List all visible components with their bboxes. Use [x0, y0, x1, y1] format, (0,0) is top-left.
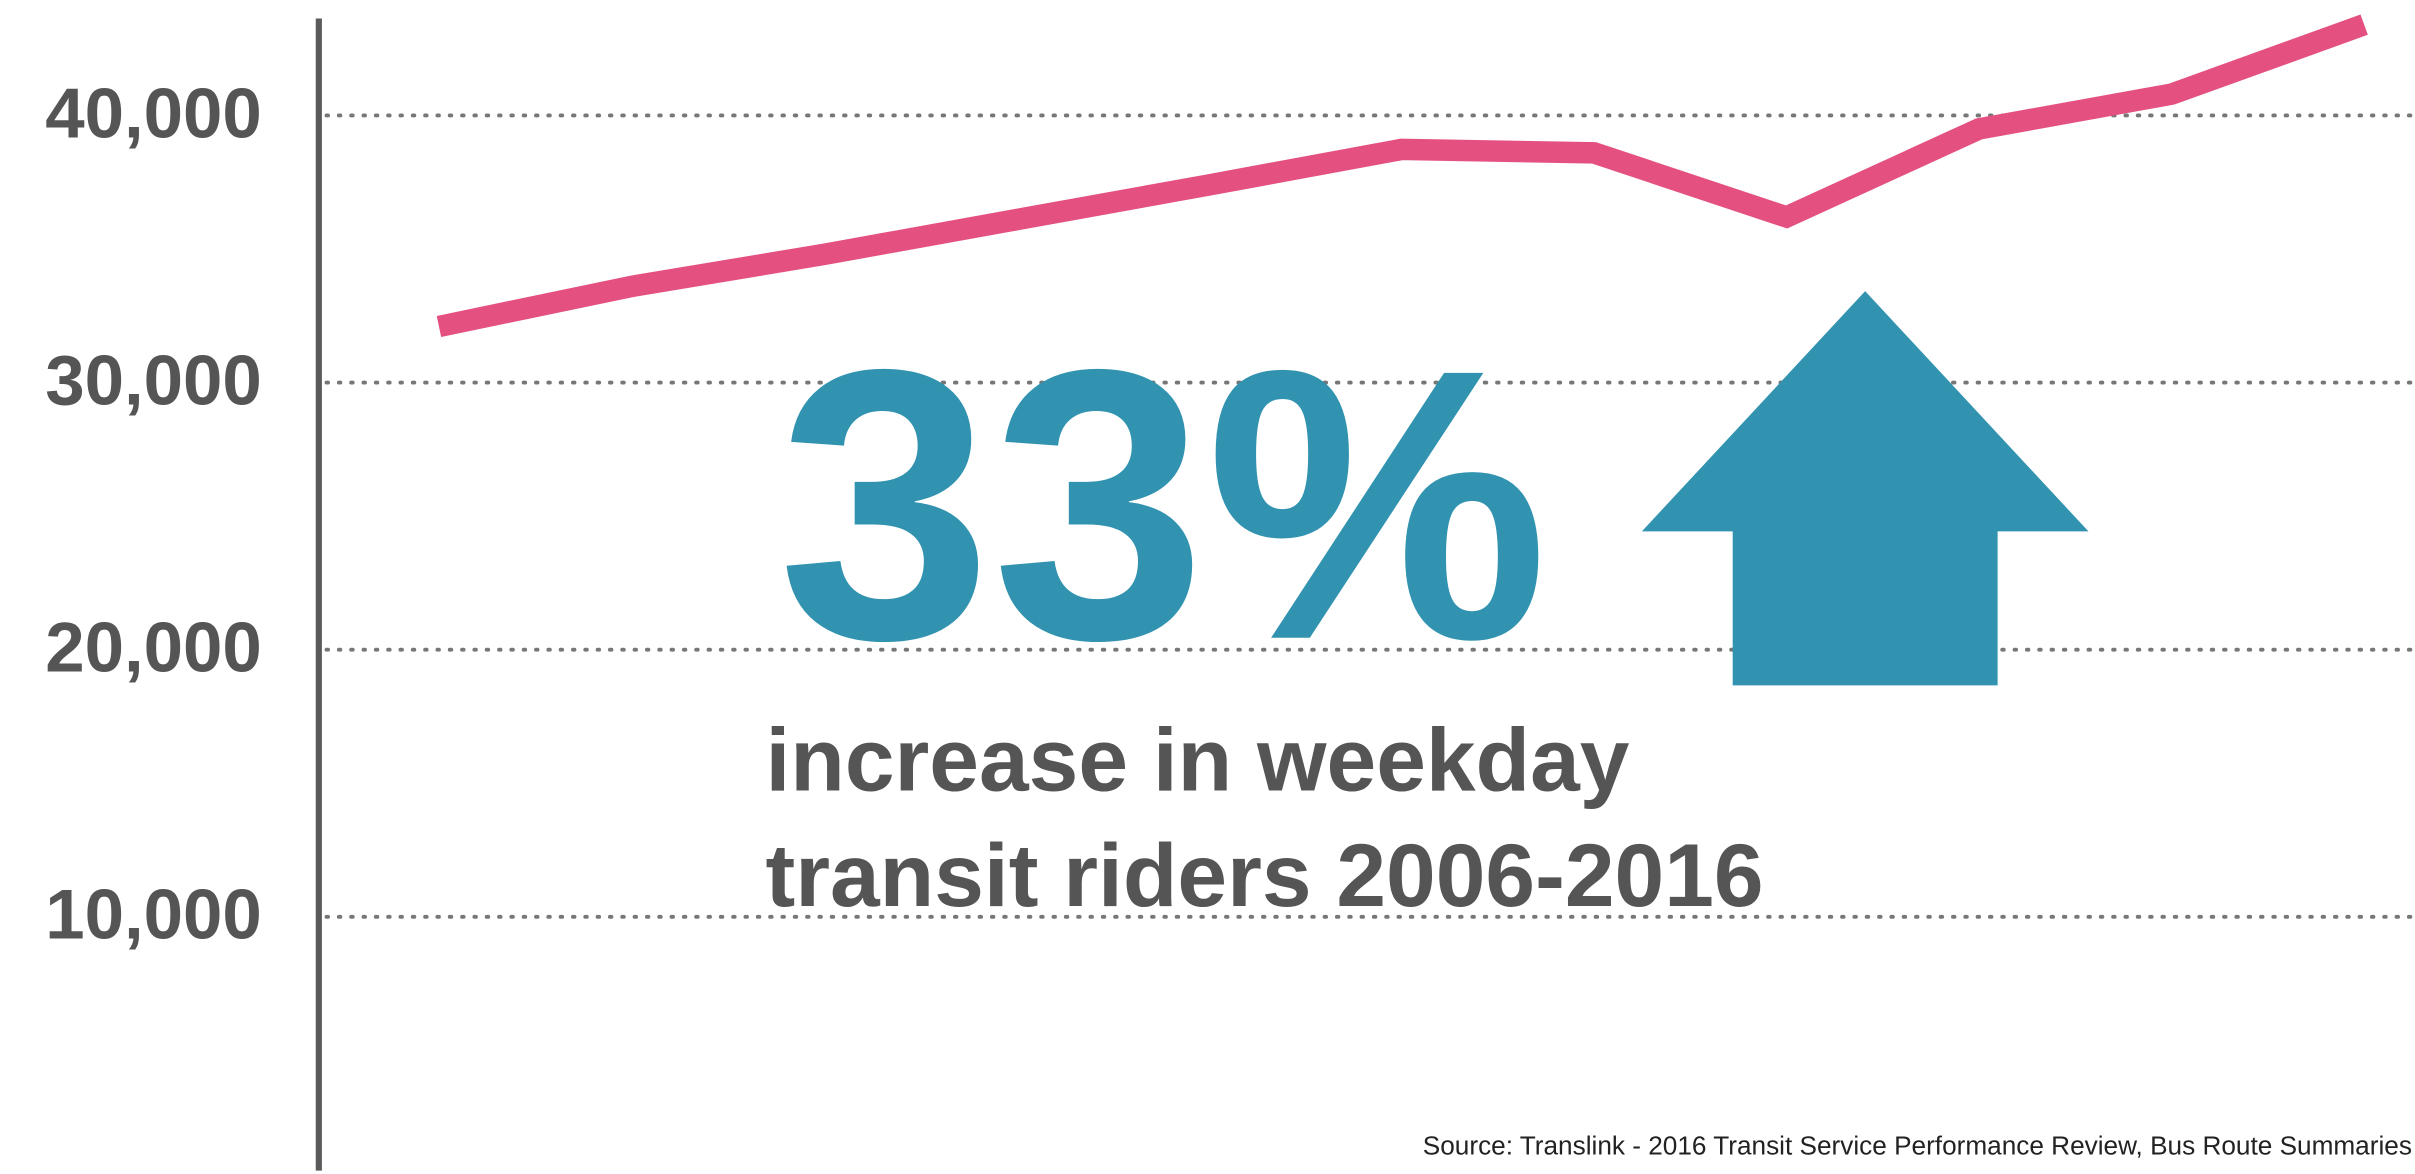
y-tick-label: 30,000: [45, 341, 262, 420]
y-tick-label: 20,000: [45, 609, 262, 688]
y-tick-label: 10,000: [45, 876, 262, 955]
up-arrow: [1641, 291, 2089, 686]
headline: 33%: [778, 289, 1549, 720]
annotation-line: transit riders 2006-2016: [765, 825, 1763, 925]
source: Source: Translink - 2016 Transit Service…: [1423, 1130, 2412, 1160]
y-tick-label: 40,000: [45, 74, 262, 153]
line: [436, 14, 2368, 338]
annotation-line: increase in weekday: [765, 710, 1629, 810]
